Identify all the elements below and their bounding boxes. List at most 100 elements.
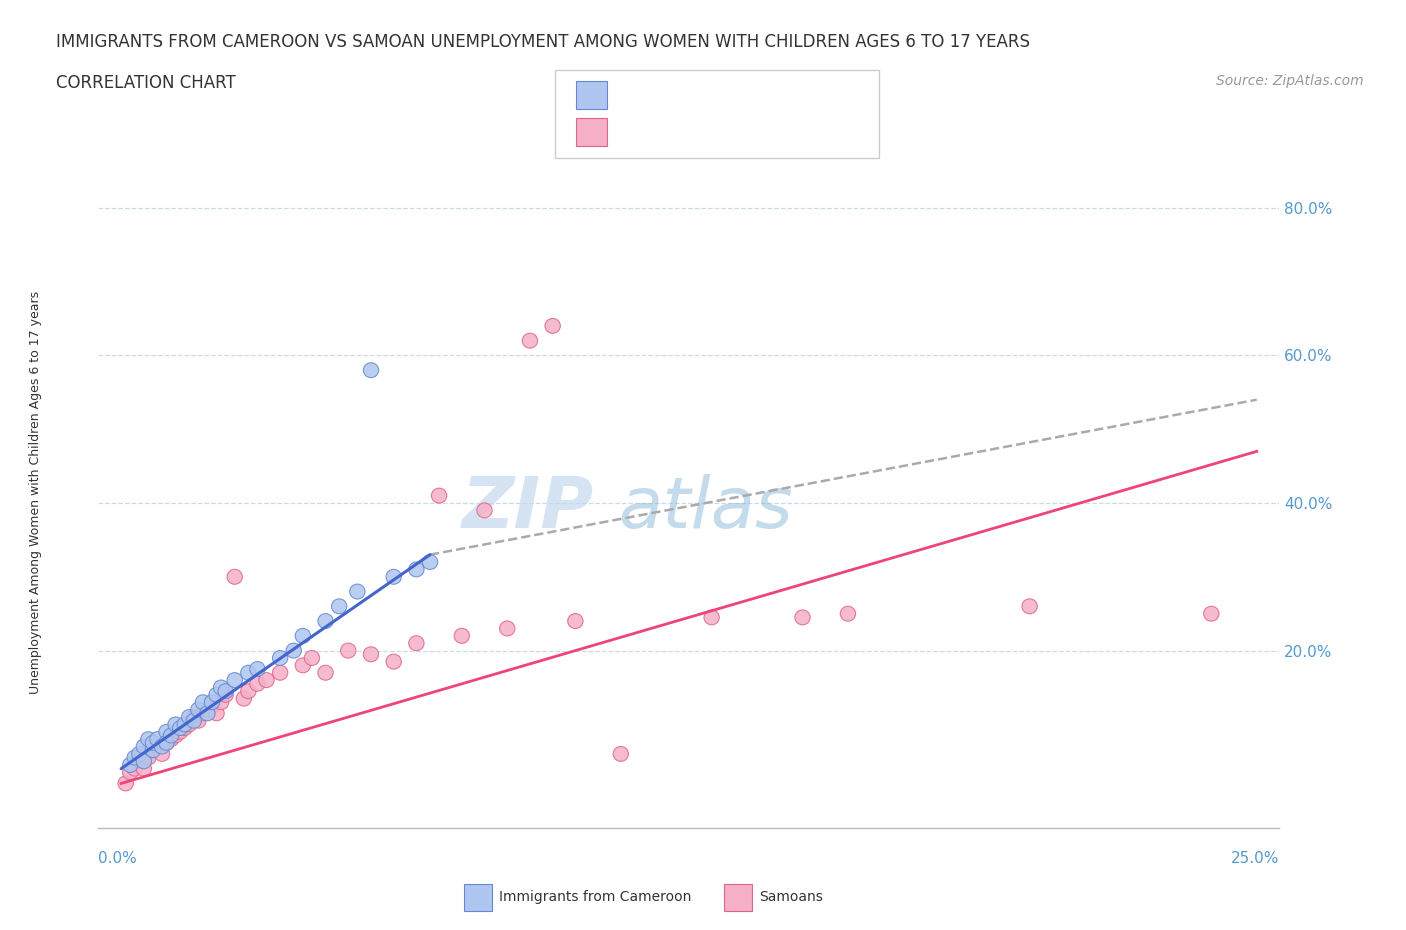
Ellipse shape bbox=[195, 706, 211, 721]
Ellipse shape bbox=[218, 684, 233, 698]
Ellipse shape bbox=[122, 764, 138, 780]
Ellipse shape bbox=[318, 665, 333, 680]
Ellipse shape bbox=[167, 728, 183, 743]
Ellipse shape bbox=[150, 739, 165, 754]
Ellipse shape bbox=[127, 761, 142, 777]
Ellipse shape bbox=[204, 695, 219, 710]
Ellipse shape bbox=[191, 702, 207, 717]
Ellipse shape bbox=[136, 739, 152, 754]
Ellipse shape bbox=[186, 713, 201, 728]
Ellipse shape bbox=[568, 614, 583, 629]
Ellipse shape bbox=[191, 713, 207, 728]
Ellipse shape bbox=[136, 761, 152, 777]
Ellipse shape bbox=[204, 698, 219, 713]
Ellipse shape bbox=[159, 724, 174, 739]
Ellipse shape bbox=[145, 743, 160, 758]
Ellipse shape bbox=[285, 644, 301, 658]
Text: ZIP: ZIP bbox=[463, 474, 595, 543]
Ellipse shape bbox=[141, 732, 156, 747]
Ellipse shape bbox=[173, 721, 188, 736]
Ellipse shape bbox=[236, 691, 252, 706]
Ellipse shape bbox=[177, 721, 193, 736]
Ellipse shape bbox=[145, 743, 160, 758]
Ellipse shape bbox=[163, 732, 179, 747]
Ellipse shape bbox=[226, 672, 242, 687]
Ellipse shape bbox=[226, 569, 242, 584]
Ellipse shape bbox=[250, 676, 266, 691]
Ellipse shape bbox=[704, 610, 720, 625]
Text: 0.0%: 0.0% bbox=[98, 851, 138, 866]
Ellipse shape bbox=[127, 751, 142, 765]
Ellipse shape bbox=[132, 754, 148, 769]
Text: Samoans: Samoans bbox=[759, 890, 823, 905]
Ellipse shape bbox=[173, 724, 188, 739]
Ellipse shape bbox=[209, 706, 224, 721]
Ellipse shape bbox=[477, 503, 492, 518]
Ellipse shape bbox=[295, 658, 311, 672]
Ellipse shape bbox=[409, 562, 425, 577]
Ellipse shape bbox=[363, 363, 378, 378]
Ellipse shape bbox=[613, 747, 628, 762]
Ellipse shape bbox=[240, 684, 256, 698]
Ellipse shape bbox=[122, 758, 138, 773]
Ellipse shape bbox=[186, 710, 201, 724]
Text: R = 0.387   N = 38: R = 0.387 N = 38 bbox=[619, 86, 803, 104]
Ellipse shape bbox=[340, 644, 356, 658]
Ellipse shape bbox=[794, 610, 810, 625]
Text: IMMIGRANTS FROM CAMEROON VS SAMOAN UNEMPLOYMENT AMONG WOMEN WITH CHILDREN AGES 6: IMMIGRANTS FROM CAMEROON VS SAMOAN UNEMP… bbox=[56, 33, 1031, 50]
Ellipse shape bbox=[209, 687, 224, 702]
Ellipse shape bbox=[522, 333, 537, 348]
Ellipse shape bbox=[273, 650, 288, 666]
Ellipse shape bbox=[250, 661, 266, 676]
Ellipse shape bbox=[546, 318, 561, 333]
Ellipse shape bbox=[332, 599, 347, 614]
Ellipse shape bbox=[136, 747, 152, 762]
Ellipse shape bbox=[409, 636, 425, 651]
Text: atlas: atlas bbox=[619, 474, 793, 543]
Ellipse shape bbox=[159, 736, 174, 751]
Ellipse shape bbox=[214, 680, 229, 695]
Ellipse shape bbox=[163, 728, 179, 743]
Ellipse shape bbox=[155, 739, 170, 754]
Ellipse shape bbox=[200, 706, 215, 721]
Ellipse shape bbox=[259, 672, 274, 687]
Text: Immigrants from Cameroon: Immigrants from Cameroon bbox=[499, 890, 692, 905]
Ellipse shape bbox=[155, 747, 170, 762]
Ellipse shape bbox=[273, 665, 288, 680]
Text: Unemployment Among Women with Children Ages 6 to 17 years: Unemployment Among Women with Children A… bbox=[28, 291, 42, 695]
Ellipse shape bbox=[141, 751, 156, 765]
Text: Source: ZipAtlas.com: Source: ZipAtlas.com bbox=[1216, 74, 1364, 88]
Ellipse shape bbox=[387, 654, 401, 669]
Ellipse shape bbox=[214, 695, 229, 710]
Ellipse shape bbox=[150, 732, 165, 747]
Ellipse shape bbox=[200, 702, 215, 717]
Ellipse shape bbox=[132, 747, 148, 762]
Ellipse shape bbox=[118, 776, 134, 790]
Ellipse shape bbox=[195, 695, 211, 710]
Ellipse shape bbox=[159, 736, 174, 751]
Ellipse shape bbox=[167, 717, 183, 732]
Ellipse shape bbox=[422, 554, 437, 569]
Ellipse shape bbox=[240, 665, 256, 680]
Ellipse shape bbox=[432, 488, 447, 503]
Ellipse shape bbox=[318, 614, 333, 629]
Ellipse shape bbox=[350, 584, 366, 599]
Ellipse shape bbox=[387, 569, 401, 584]
Ellipse shape bbox=[454, 629, 470, 644]
Ellipse shape bbox=[181, 717, 197, 732]
Ellipse shape bbox=[295, 629, 311, 644]
Ellipse shape bbox=[1022, 599, 1038, 614]
Ellipse shape bbox=[304, 650, 319, 666]
Text: CORRELATION CHART: CORRELATION CHART bbox=[56, 74, 236, 92]
Ellipse shape bbox=[1204, 606, 1219, 621]
Ellipse shape bbox=[145, 736, 160, 751]
Text: 25.0%: 25.0% bbox=[1232, 851, 1279, 866]
Ellipse shape bbox=[177, 717, 193, 732]
Ellipse shape bbox=[136, 754, 152, 769]
Ellipse shape bbox=[218, 687, 233, 702]
Ellipse shape bbox=[499, 621, 515, 636]
Text: R = 0.561   N = 50: R = 0.561 N = 50 bbox=[619, 124, 803, 142]
Ellipse shape bbox=[363, 647, 378, 662]
Ellipse shape bbox=[181, 710, 197, 724]
Ellipse shape bbox=[841, 606, 856, 621]
